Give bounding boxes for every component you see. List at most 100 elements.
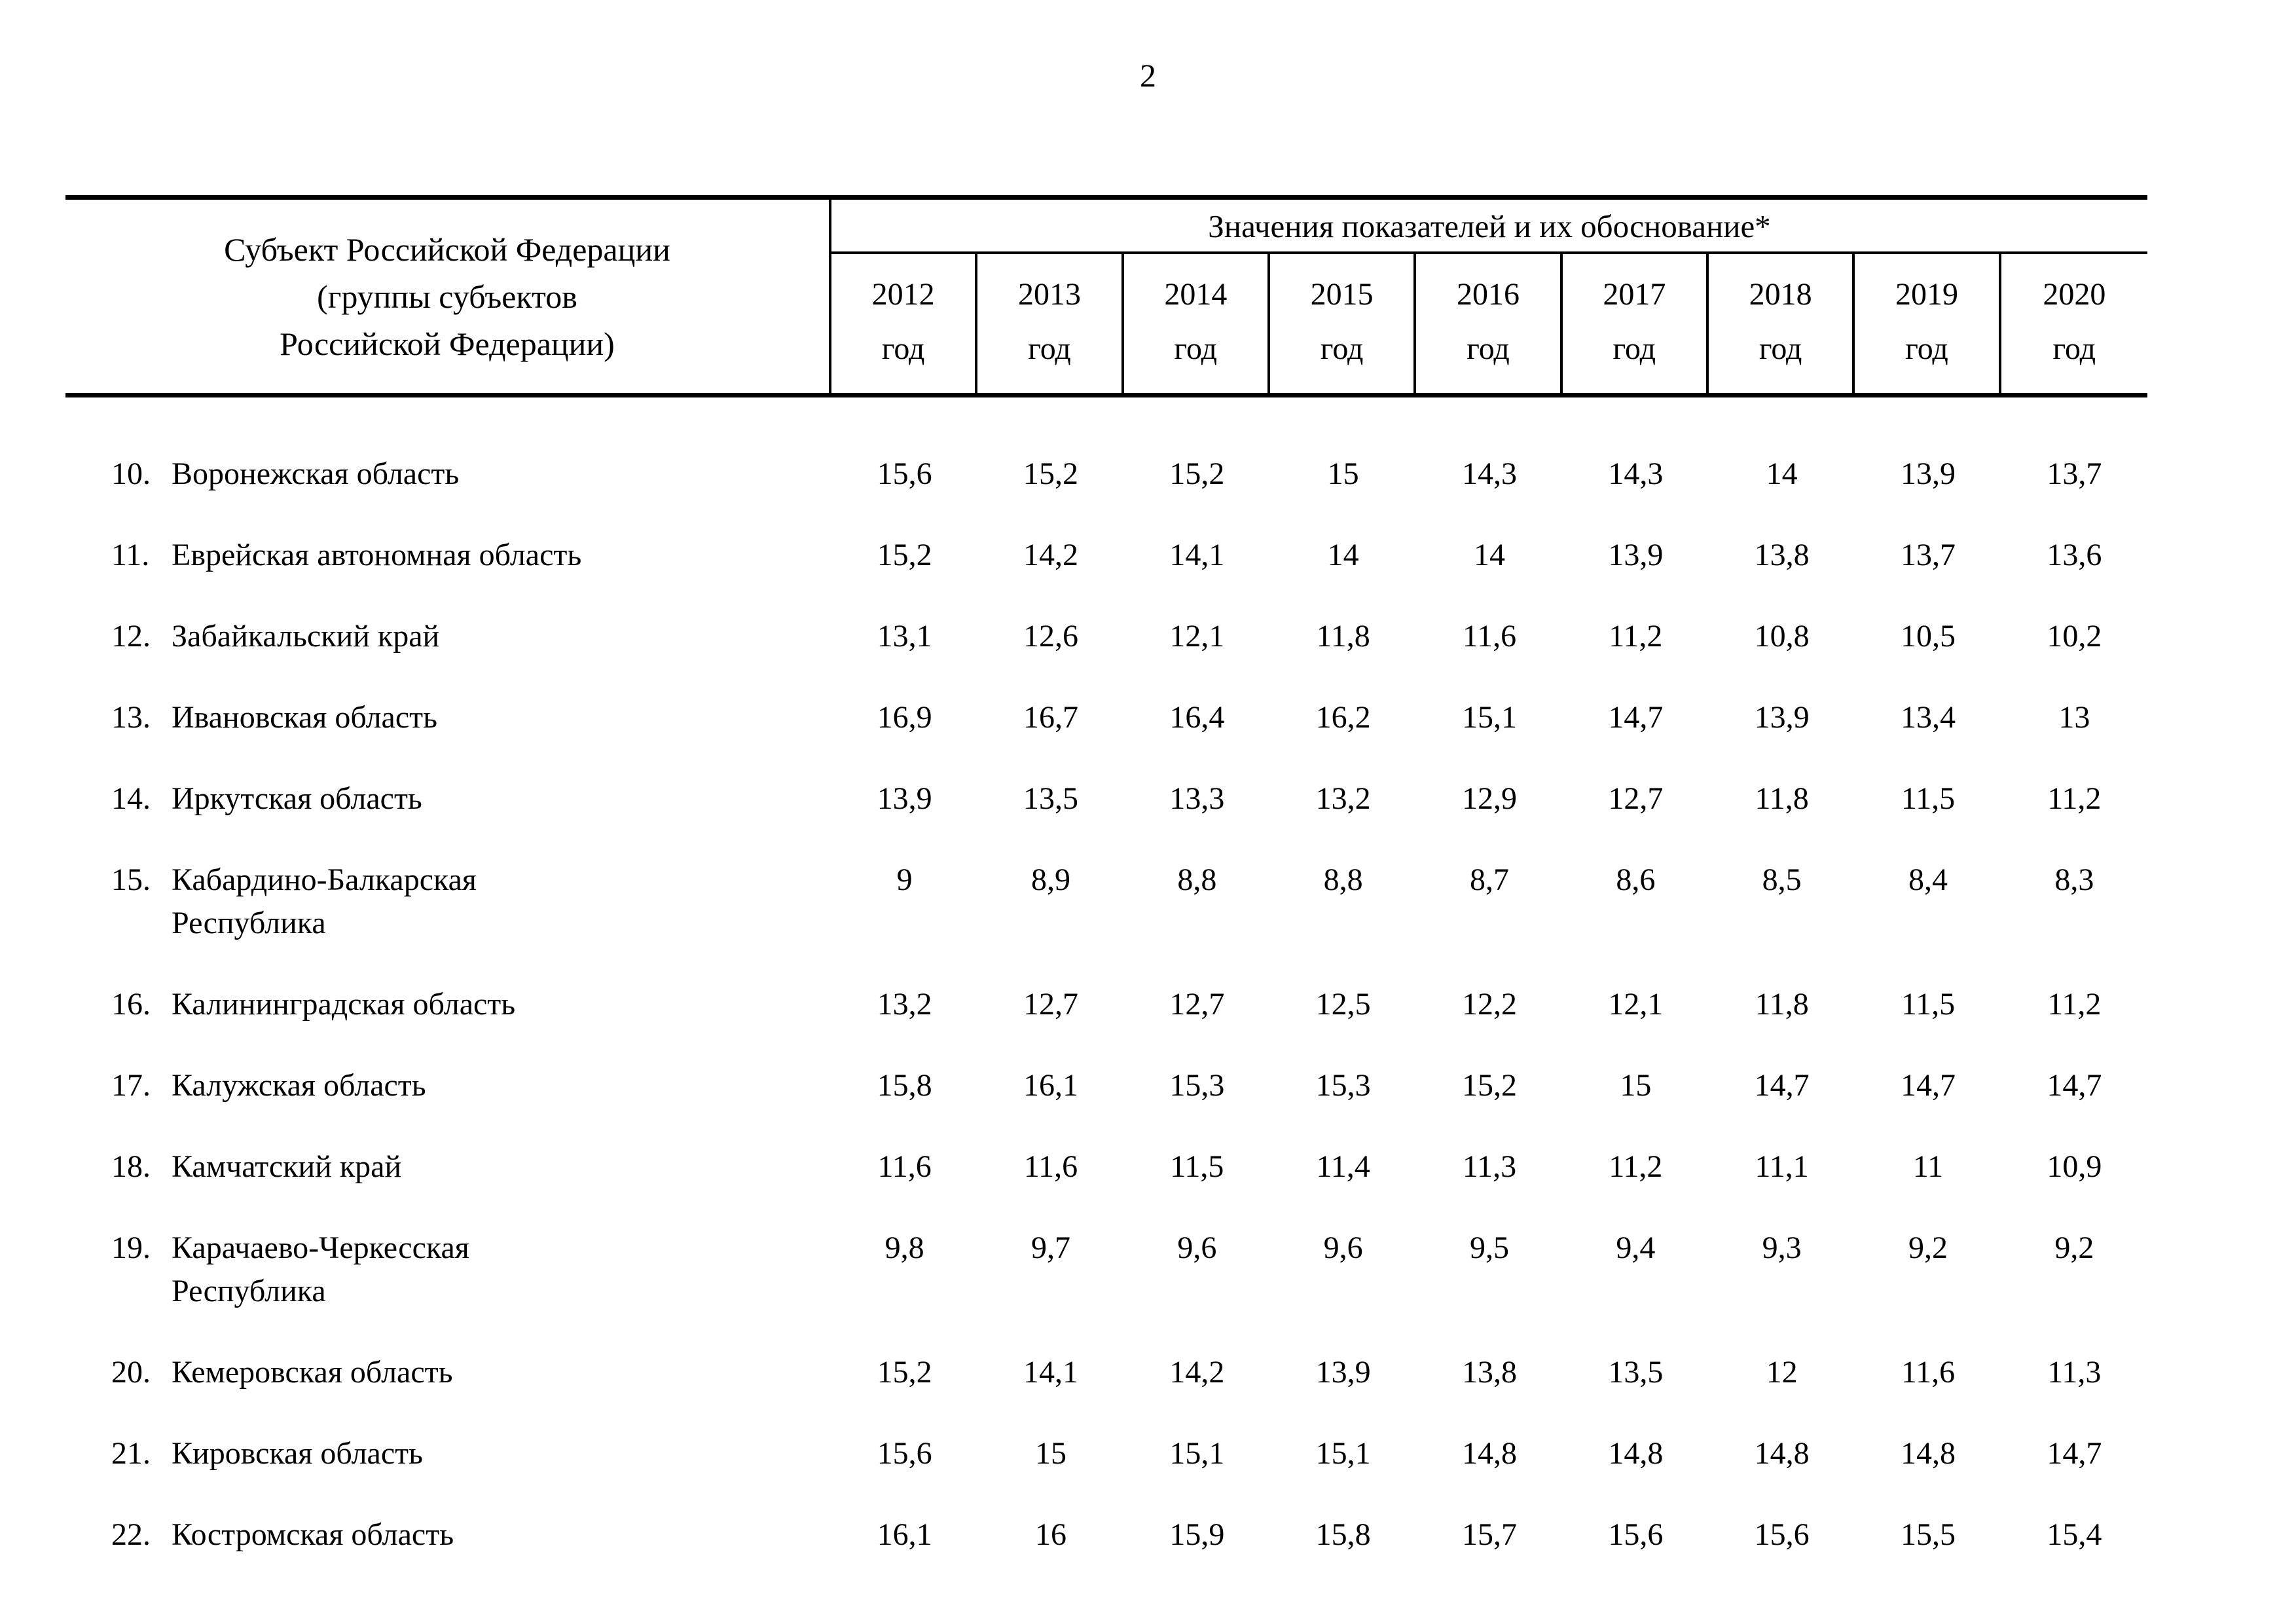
- value-cell: 11,8: [1316, 619, 1370, 654]
- year-suffix-label: год: [1758, 331, 1802, 366]
- value-cell: 14,1: [1023, 1355, 1078, 1390]
- table-row: 16. Калининградская область 13,2 12,7 12,7…: [65, 983, 2147, 1026]
- row-number: 22.: [111, 1517, 151, 1552]
- subject-cell: 12. Забайкальский край: [65, 615, 831, 658]
- value-cell: 11,3: [1462, 1149, 1517, 1184]
- value-cell: 11,6: [877, 1149, 932, 1184]
- value-cell: 14,7: [2047, 1068, 2102, 1103]
- value-cell: 15,9: [1169, 1517, 1225, 1552]
- subject-cell: 10. Воронежская область: [65, 452, 831, 496]
- value-cell: 12,7: [1608, 781, 1664, 816]
- value-cell: 16: [1034, 1517, 1066, 1552]
- value-cell: 13,9: [1754, 700, 1810, 735]
- value-cell: 13,7: [1900, 538, 1956, 572]
- value-cell: 11,5: [1901, 987, 1956, 1022]
- subject-name: Камчатский край: [172, 1149, 402, 1184]
- subject-cell: 17. Калужская область: [65, 1064, 831, 1107]
- table-header: Субъект Российской Федерации (группы суб…: [65, 195, 2147, 397]
- table-row: 10. Воронежская область 15,6 15,2 15,2 15 14…: [65, 452, 2147, 496]
- subject-cell: 19. Карачаево-Черкесская Республика: [65, 1227, 831, 1313]
- value-cell: 14,2: [1169, 1355, 1225, 1390]
- value-cell: 11: [1912, 1149, 1944, 1184]
- row-number: 18.: [111, 1149, 151, 1184]
- year-label: 2012: [871, 277, 935, 312]
- value-cell: 12,1: [1608, 987, 1664, 1022]
- subject-cell: 16. Калининградская область: [65, 983, 831, 1026]
- year-column-header: 2018 год: [1709, 254, 1855, 393]
- subject-cell: 15. Кабардино-Балкарская Республика: [65, 858, 831, 945]
- value-cell: 15,1: [1169, 1436, 1225, 1471]
- value-cell: 13,5: [1608, 1355, 1664, 1390]
- subject-cell: 20. Кемеровская область: [65, 1351, 831, 1394]
- value-cell: 8,8: [1323, 862, 1363, 897]
- year-label: 2014: [1164, 277, 1228, 312]
- value-cell: 13,2: [1315, 781, 1371, 816]
- table-row: 14. Иркутская область 13,9 13,5 13,3 13,2 12…: [65, 777, 2147, 821]
- subject-name: Калининградская область: [172, 987, 516, 1022]
- value-cell: 8,3: [2054, 862, 2094, 897]
- value-cell: 13,9: [1900, 456, 1956, 491]
- year-column-header: 2017 год: [1563, 254, 1709, 393]
- year-label: 2013: [1017, 277, 1081, 312]
- year-label: 2019: [1895, 277, 1958, 312]
- value-cell: 16,9: [877, 700, 932, 735]
- table-row: 11. Еврейская автономная область 15,2 14,…: [65, 534, 2147, 577]
- value-cell: 11,6: [1023, 1149, 1078, 1184]
- value-cell: 9,4: [1616, 1230, 1656, 1265]
- subject-name: Костромская область: [172, 1517, 454, 1552]
- value-cell: 15,5: [1900, 1517, 1956, 1552]
- value-cell: 13,5: [1023, 781, 1078, 816]
- subject-name: Еврейская автономная область: [172, 538, 582, 572]
- value-cell: 10,5: [1900, 619, 1956, 654]
- value-cell: 13,9: [877, 781, 932, 816]
- year-suffix-label: год: [881, 331, 925, 366]
- value-cell: 15,7: [1461, 1517, 1517, 1552]
- value-cell: 12,9: [1461, 781, 1517, 816]
- subject-cell: 21. Кировская область: [65, 1432, 831, 1475]
- value-cell: 12,2: [1461, 987, 1517, 1022]
- subject-name: Забайкальский край: [172, 619, 440, 654]
- value-cell: 13,6: [2047, 538, 2102, 572]
- value-cell: 13,9: [1315, 1355, 1371, 1390]
- value-cell: 13,4: [1900, 700, 1956, 735]
- year-suffix-label: год: [1320, 331, 1364, 366]
- value-cell: 11,8: [1755, 987, 1809, 1022]
- table-row: 15. Кабардино-Балкарская Республика 9 8,9…: [65, 858, 2147, 945]
- value-cell: 8,6: [1616, 862, 1656, 897]
- table-row: 22. Костромская область 16,1 16 15,9 15,8 15…: [65, 1513, 2147, 1557]
- value-cell: 9: [896, 862, 913, 897]
- value-cell: 11,6: [1462, 619, 1517, 654]
- value-cell: 11,2: [1609, 1149, 1663, 1184]
- subject-cell: 14. Иркутская область: [65, 777, 831, 821]
- value-cell: 16,4: [1169, 700, 1225, 735]
- subject-cell: 18. Камчатский край: [65, 1145, 831, 1189]
- value-cell: 15,6: [877, 1436, 932, 1471]
- value-cell: 15,6: [877, 456, 932, 491]
- value-cell: 15,6: [1608, 1517, 1664, 1552]
- value-cell: 15,3: [1169, 1068, 1225, 1103]
- value-cell: 11,2: [1609, 619, 1663, 654]
- value-cell: 13,7: [2047, 456, 2102, 491]
- year-column-header: 2019 год: [1855, 254, 2001, 393]
- value-cell: 15,3: [1315, 1068, 1371, 1103]
- value-cell: 12: [1766, 1355, 1798, 1390]
- value-cell: 11,5: [1901, 781, 1956, 816]
- value-cell: 9,5: [1469, 1230, 1509, 1265]
- subject-name: Карачаево-Черкесская Республика: [172, 1230, 469, 1308]
- value-cell: 13,8: [1461, 1355, 1517, 1390]
- year-column-header: 2016 год: [1416, 254, 1563, 393]
- subject-name: Кемеровская область: [172, 1355, 453, 1390]
- value-cell: 14,3: [1608, 456, 1664, 491]
- value-cell: 10,9: [2047, 1149, 2102, 1184]
- year-label: 2016: [1456, 277, 1520, 312]
- value-cell: 14,8: [1900, 1436, 1956, 1471]
- value-cell: 12,6: [1023, 619, 1078, 654]
- value-cell: 10,2: [2047, 619, 2102, 654]
- value-cell: 13,2: [877, 987, 932, 1022]
- year-suffix-label: год: [2052, 331, 2096, 366]
- value-cell: 14,1: [1169, 538, 1225, 572]
- value-cell: 11,2: [2047, 781, 2102, 816]
- subject-name: Калужская область: [172, 1068, 426, 1103]
- row-number: 15.: [111, 862, 151, 897]
- value-cell: 8,9: [1030, 862, 1070, 897]
